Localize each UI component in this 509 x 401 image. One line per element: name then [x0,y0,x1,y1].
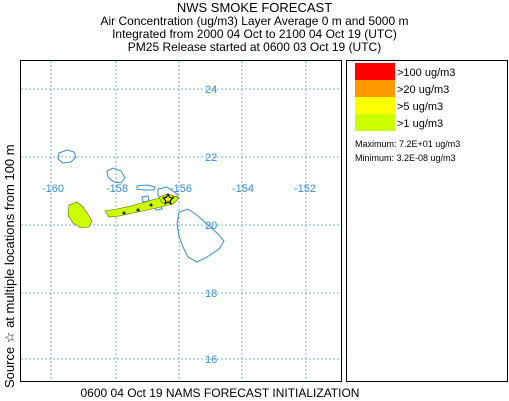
legend-label-5: >5 ug/m3 [397,101,444,113]
lat-label-22: 22 [205,152,217,164]
lat-label-24: 24 [205,84,217,96]
lat-label-20: 20 [205,220,217,232]
lon-label-154: -154 [232,183,254,195]
smoke-map: 24 22 20 18 16 -160 -158 -156 -154 -152 [21,61,341,381]
legend-swatch-1 [355,114,395,131]
forecast-title: NWS SMOKE FORECAST [176,0,333,15]
integration-subtitle: Integrated from 2000 04 Oct to 2100 04 O… [112,27,397,41]
big-island-coast [176,208,225,263]
legend-maximum: Maximum: 7.2E+01 ug/m3 [355,139,461,149]
release-subtitle: PM25 Release started at 0600 03 Oct 19 (… [127,40,382,54]
oahu-coast [106,167,126,184]
lat-label-18: 18 [205,288,217,300]
molokai-coast [136,184,156,191]
legend-swatch-20 [355,80,395,97]
source-star-marker [161,192,175,206]
source-side-label-container: Source ☆ at multiple locations from 100 … [0,60,20,390]
source-point-2 [136,208,140,212]
lon-label-156: -156 [170,183,192,195]
plume-west-blob [67,201,93,229]
lat-label-16: 16 [205,354,217,366]
legend-panel: >100 ug/m3 >20 ug/m3 >5 ug/m3 >1 ug/m3 M… [346,60,508,382]
map-graticule [21,61,341,381]
lon-label-152: -152 [294,183,316,195]
initialization-label: 0600 04 Oct 19 NAMS FORECAST INITIALIZAT… [80,386,360,400]
legend-label-100: >100 ug/m3 [397,67,456,79]
source-side-label: Source ☆ at multiple locations from 100 … [2,144,17,388]
legend-label-1: >1 ug/m3 [397,118,444,130]
source-point-3 [149,203,153,207]
legend-label-20: >20 ug/m3 [397,84,450,96]
map-panel: 24 22 20 18 16 -160 -158 -156 -154 -152 [20,60,342,382]
concentration-subtitle: Air Concentration (ug/m3) Layer Average … [100,14,409,28]
legend-minimum: Minimum: 3.2E-08 ug/m3 [355,153,456,163]
lon-label-160: -160 [42,183,64,195]
kauai-coast [57,149,77,164]
source-point-1 [122,211,126,215]
legend-swatch-5 [355,97,395,114]
lon-label-158: -158 [106,183,128,195]
legend-swatch-100 [355,63,395,80]
